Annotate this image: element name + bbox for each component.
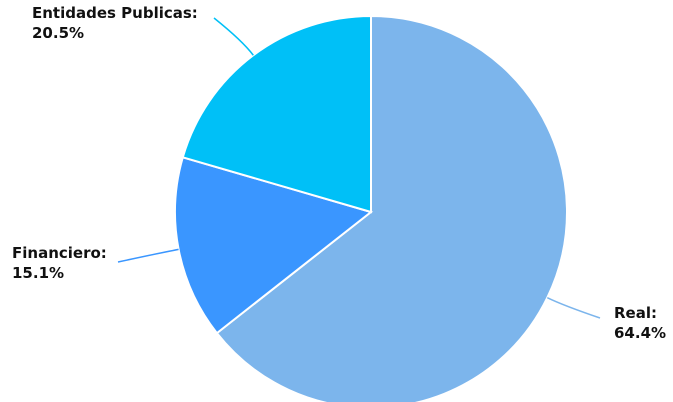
leader-line-2 <box>213 17 254 56</box>
leader-line-0 <box>546 297 601 319</box>
data-labels-layer: Real: 64.4% Financiero: 15.1% Entidades Publ… <box>12 4 666 342</box>
slice-value-0: 64.4% <box>614 324 666 342</box>
slice-value-2: 20.5% <box>32 24 84 42</box>
leader-lines-layer <box>117 17 601 319</box>
slice-label-2: Entidades Publicas: <box>32 4 198 22</box>
slice-label-1: Financiero: <box>12 244 107 262</box>
pie-slice-0[interactable] <box>215 14 568 402</box>
slice-label-0: Real: <box>614 304 657 322</box>
leader-line-1 <box>117 248 179 263</box>
slices-layer <box>174 14 568 402</box>
slice-value-1: 15.1% <box>12 264 64 282</box>
